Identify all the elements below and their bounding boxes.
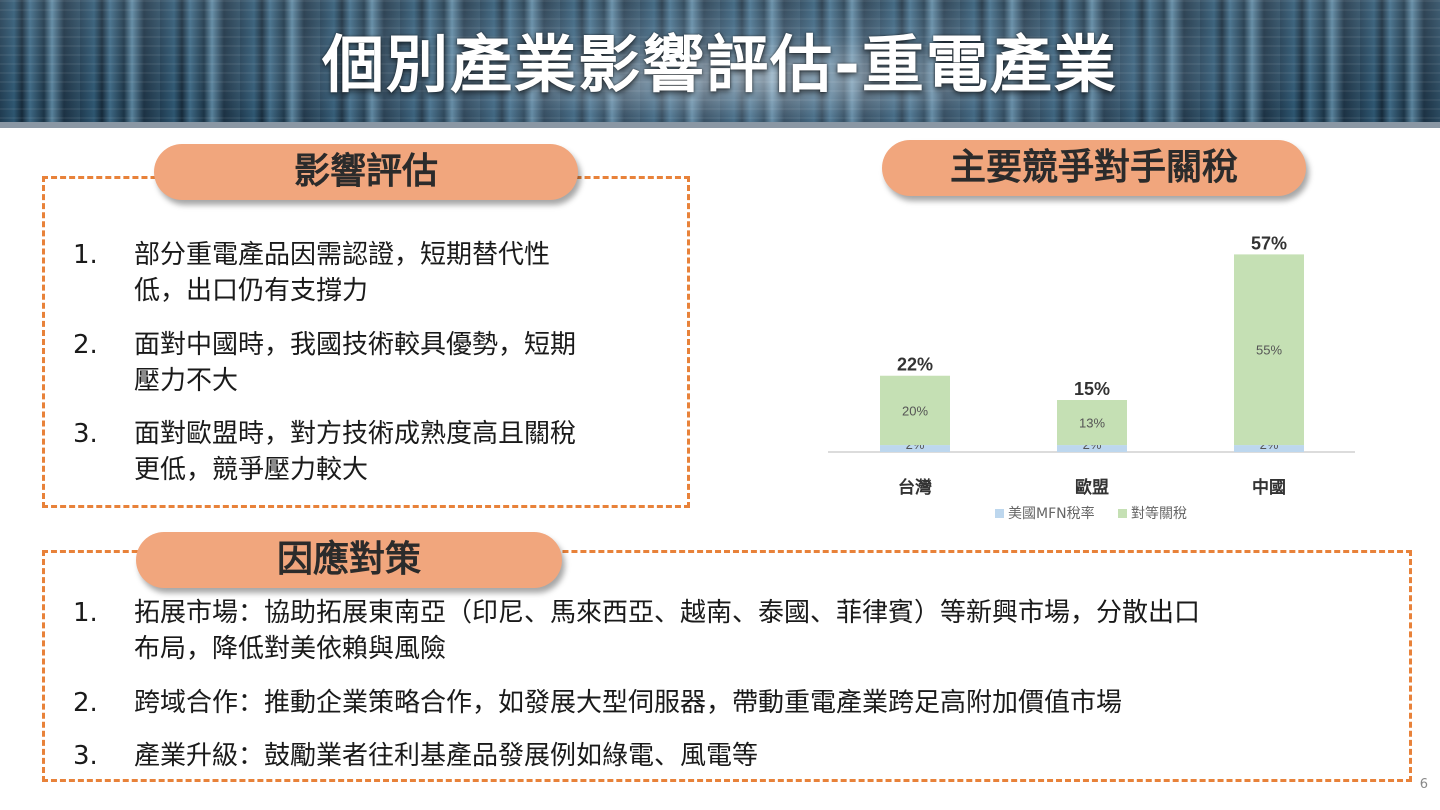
total-label-1: 22% [897,355,933,375]
category-label-3: 中國 [1252,477,1286,498]
page-number: 6 [1419,777,1428,792]
response-item-1-text: 拓展市場：協助拓展東南亞（印尼、馬來西亞、越南、泰國、菲律賓）等新興市場，分散出… [134,595,1200,667]
bar-segment-reciprocal-2 [1057,400,1127,446]
response-heading: 因應對策 [136,532,562,588]
impact-item-3: 3. 面對歐盟時，對方技術成熟度高且關稅 更低，競爭壓力較大 [73,416,683,488]
impact-item-1-line2: 低，出口仍有支撐力 [134,276,369,306]
response-item-1: 1. 拓展市場：協助拓展東南亞（印尼、馬來西亞、越南、泰國、菲律賓）等新興市場，… [73,595,1393,667]
bar-segment-reciprocal-3 [1234,254,1304,446]
impact-item-3-number: 3. [73,419,98,449]
impact-item-2: 2. 面對中國時，我國技術較具優勢，短期 壓力不大 [73,327,683,399]
impact-item-2-line1: 面對中國時，我國技術較具優勢，短期 [134,330,577,360]
page-title: 個別產業影響評估-重電產業 [322,28,1118,101]
impact-item-2-text: 面對中國時，我國技術較具優勢，短期 壓力不大 [134,327,576,399]
impact-item-1-number: 1. [73,240,98,270]
data-label-reciprocal-3: 55% [1256,343,1282,358]
data-label-reciprocal-2: 13% [1079,416,1105,431]
legend-swatch-2 [1118,509,1127,518]
category-label-1: 台灣 [898,477,932,498]
impact-item-3-line1: 面對歐盟時，對方技術成熟度高且關稅 [134,419,577,449]
response-item-2: 2. 跨域合作：推動企業策略合作，如發展大型伺服器，帶動重電產業跨足高附加價值市… [73,685,1393,721]
response-box [42,550,1412,782]
impact-item-1: 1. 部分重電產品因需認證，短期替代性 低，出口仍有支撐力 [73,237,673,309]
bar-segment-mfn-3 [1234,445,1304,452]
response-item-1-number: 1. [73,598,98,628]
impact-heading: 影響評估 [154,144,578,200]
header-banner: 個別產業影響評估-重電產業 [0,0,1440,128]
tariff-chart: 2%20%22%台灣2%13%15%歐盟2%55%57%中國美國MFN稅率對等關… [828,233,1355,522]
response-item-3: 3. 產業升級：鼓勵業者往利基產品發展例如綠電、風電等 [73,738,1393,774]
legend-label-2: 對等關稅 [1131,505,1187,522]
response-item-2-number: 2. [73,688,98,718]
bar-segment-reciprocal-1 [880,375,950,446]
data-label-reciprocal-1: 20% [902,403,928,418]
bar-segment-mfn-1 [880,445,950,452]
competitors-heading: 主要競爭對手關稅 [882,140,1306,196]
legend-label-1: 美國MFN稅率 [1008,505,1095,522]
category-label-2: 歐盟 [1075,477,1109,498]
impact-item-3-line2: 更低，競爭壓力較大 [134,455,369,485]
response-item-3-text: 產業升級：鼓勵業者往利基產品發展例如綠電、風電等 [134,741,759,771]
banner-stripes [0,0,1440,128]
legend-swatch-1 [995,509,1004,518]
banner-glow [200,0,1300,128]
banner-divider [0,122,1440,128]
impact-item-3-text: 面對歐盟時，對方技術成熟度高且關稅 更低，競爭壓力較大 [134,416,576,488]
response-item-3-number: 3. [73,741,98,771]
total-label-2: 15% [1074,379,1110,399]
impact-item-2-number: 2. [73,330,98,360]
response-item-2-text: 跨域合作：推動企業策略合作，如發展大型伺服器，帶動重電產業跨足高附加價值市場 [134,688,1123,718]
response-item-1-line1: 拓展市場：協助拓展東南亞（印尼、馬來西亞、越南、泰國、菲律賓）等新興市場，分散出… [134,598,1201,628]
impact-item-1-line1: 部分重電產品因需認證，短期替代性 [134,240,551,270]
bar-segment-mfn-2 [1057,445,1127,452]
total-label-3: 57% [1251,233,1287,253]
response-item-1-line2: 布局，降低對美依賴與風險 [134,634,447,664]
impact-item-2-line2: 壓力不大 [134,366,239,396]
impact-item-1-text: 部分重電產品因需認證，短期替代性 低，出口仍有支撐力 [134,237,550,309]
